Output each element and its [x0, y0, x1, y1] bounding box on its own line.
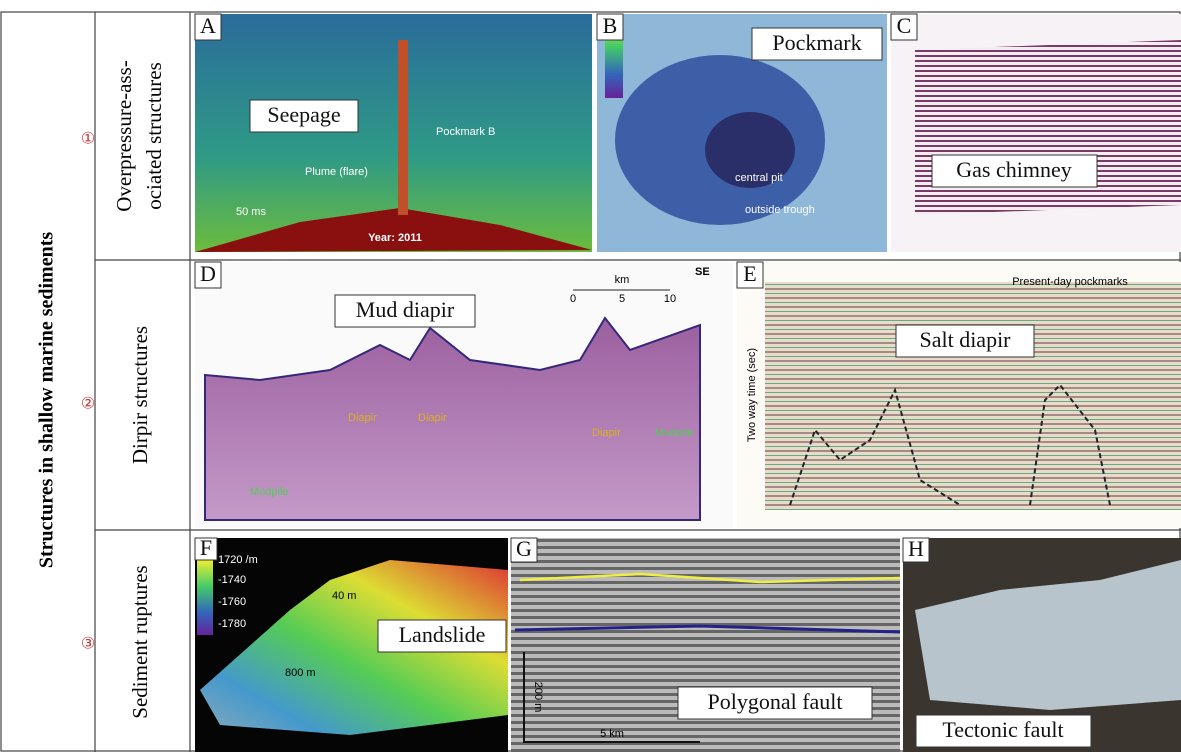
note: 40 m: [332, 590, 356, 602]
note: 200 m: [532, 682, 544, 713]
row-title: Sediment ruptures: [128, 565, 152, 718]
note: 50 ms: [236, 206, 266, 218]
note: Diapir: [348, 412, 377, 424]
color-scale: [197, 560, 213, 635]
panel-b: B Pockmark central pit outside trough: [597, 13, 887, 252]
note: -1740: [218, 574, 246, 586]
panel-letter: C: [897, 13, 912, 38]
panel-label: Salt diapir: [919, 327, 1011, 352]
note: km: [615, 274, 630, 286]
note: 10: [664, 293, 676, 305]
panel-letter: G: [516, 536, 532, 561]
figure: Structures in shallow marine sediments ①…: [0, 0, 1181, 752]
panel-letter: F: [200, 535, 212, 560]
plume: [398, 40, 408, 215]
panel-label: Pockmark: [772, 30, 861, 55]
note: -1780: [218, 618, 246, 630]
panel-label: Landslide: [399, 622, 486, 647]
note: 800 m: [285, 667, 316, 679]
row-number: ①: [81, 131, 95, 148]
page: {"main_label": "Structures in shallow ma…: [0, 0, 1181, 752]
panel-label: Mud diapir: [356, 297, 455, 322]
note: Present-day pockmarks: [1012, 276, 1128, 288]
note: Plume (flare): [305, 166, 368, 178]
panel-d: D Mud diapir km SE 0 5 10 Diapir Diapir …: [195, 261, 733, 528]
note: outside trough: [745, 204, 815, 216]
row-number: ②: [81, 396, 95, 413]
row-title: ociated structures: [142, 62, 166, 210]
note: 0: [570, 293, 576, 305]
panel-label: Seepage: [267, 102, 340, 127]
note: -1760: [218, 596, 246, 608]
panel-g: G Polygonal fault 200 m 5 km: [511, 536, 900, 752]
note: 1720 /m: [218, 554, 258, 566]
panel-e: E Salt diapir Present-day pockmarks Two …: [737, 261, 1181, 528]
row-numbers: ① ② ③: [81, 131, 95, 653]
note: Diapir: [592, 427, 621, 439]
panel-label: Gas chimney: [956, 157, 1071, 182]
panel-image: [511, 538, 900, 752]
panel-c: C Gas chimney: [891, 13, 1181, 252]
panel-letter: D: [200, 261, 216, 286]
note: SE: [695, 266, 710, 278]
note: central pit: [735, 172, 783, 184]
note: 5: [619, 293, 625, 305]
main-label: Structures in shallow marine sediments: [36, 232, 58, 569]
row-title: Overpressure-ass-: [112, 60, 136, 212]
panel-a: A Seepage Plume (flare) Pockmark B Year:…: [195, 13, 592, 252]
note: 5 km: [600, 728, 624, 740]
panel-letter: A: [200, 13, 216, 38]
note: Two way time (sec): [746, 348, 758, 442]
note: Pockmark B: [436, 126, 495, 138]
panel-label: Tectonic fault: [942, 717, 1063, 742]
row-titles: Overpressure-ass- ociated structures Dir…: [112, 60, 166, 719]
note: Mudpile: [250, 486, 289, 498]
note: Year: 2011: [368, 232, 422, 244]
note: Mudpile: [655, 427, 694, 439]
seismic: [765, 282, 1181, 510]
panel-label: Polygonal fault: [707, 689, 842, 714]
note: Diapir: [418, 412, 447, 424]
row-title: Dirpir structures: [128, 326, 152, 464]
seismic: [915, 40, 1181, 215]
panel-f: F Landslide 1720 /m -1740 -1760 -1780 40…: [195, 535, 508, 752]
row-number: ③: [81, 636, 95, 653]
panel-h: H Tectonic fault: [903, 536, 1181, 752]
panel-letter: H: [908, 536, 924, 561]
panel-letter: B: [603, 13, 618, 38]
panel-letter: E: [743, 261, 756, 286]
